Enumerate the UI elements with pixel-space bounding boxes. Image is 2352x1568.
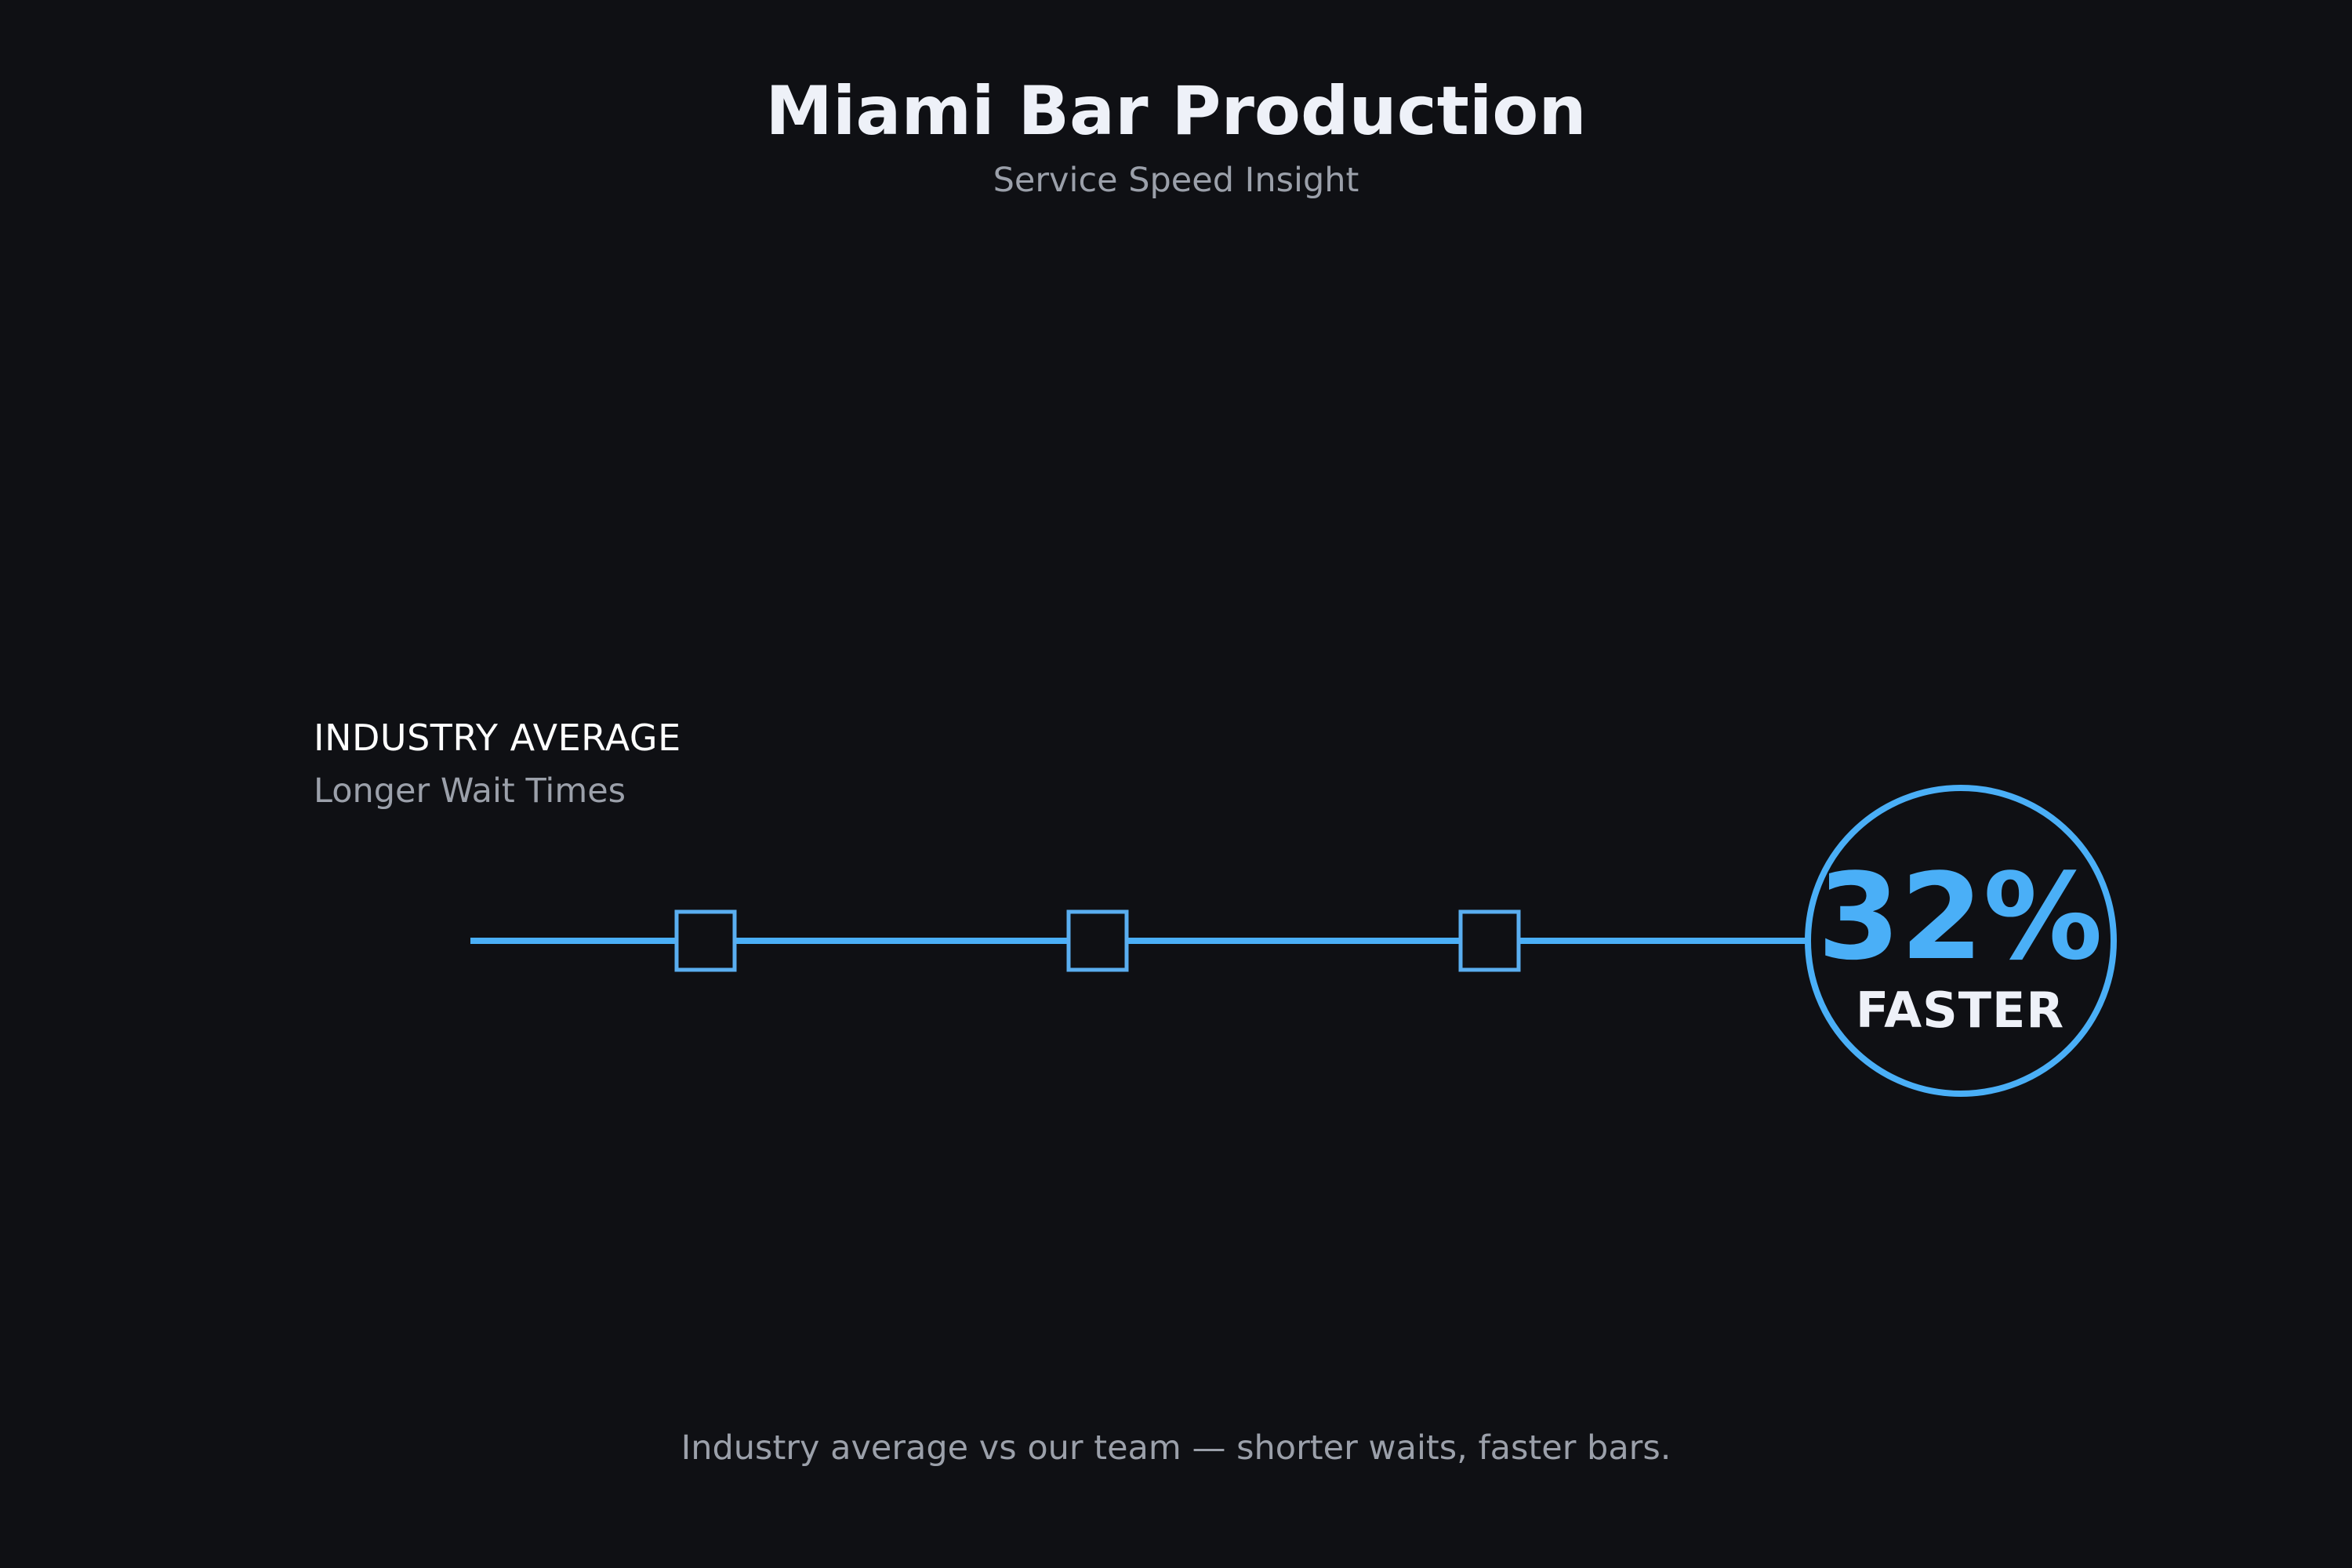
page-subtitle: Service Speed Insight [993,161,1359,200]
industry-average-label: INDUSTRY AVERAGE [314,717,681,759]
industry-average-sublabel: Longer Wait Times [314,771,626,811]
faster-badge-value: 32% [1817,848,2103,986]
faster-badge-circle [1805,785,2117,1097]
square-marker-icon [674,909,737,972]
faster-badge-label: FASTER [1855,982,2065,1039]
square-marker-icon [1458,909,1521,972]
square-marker-icon [1066,909,1129,972]
footer-caption: Industry average vs our team — shorter w… [681,1428,1671,1468]
page-title: Miami Bar Production [765,72,1587,151]
